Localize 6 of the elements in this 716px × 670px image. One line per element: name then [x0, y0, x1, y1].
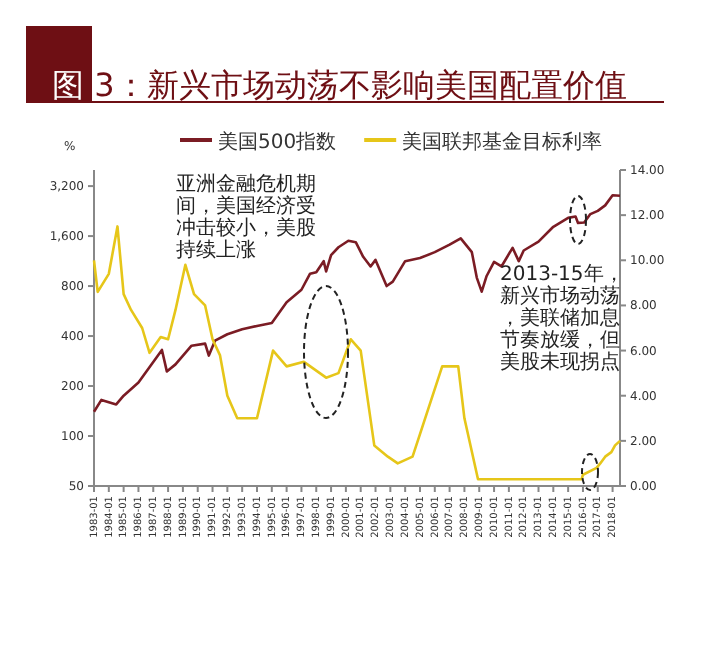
annotation: 2013-15年，新兴市场动荡，美联储加息节奏放缓，但美股未现拐点 [500, 264, 624, 374]
annotation: 亚洲金融危机期间，美国经济受冲击较小，美股持续上涨 [176, 174, 316, 262]
chart-title: 图 3：新兴市场动荡不影响美国配置价值 [52, 66, 627, 104]
title: 图 3：新兴市场动荡不影响美国配置价值 [25, 26, 665, 104]
legend-label: 美国500指数 [218, 130, 337, 154]
legend-label: 美国联邦基金目标利率 [402, 130, 603, 154]
